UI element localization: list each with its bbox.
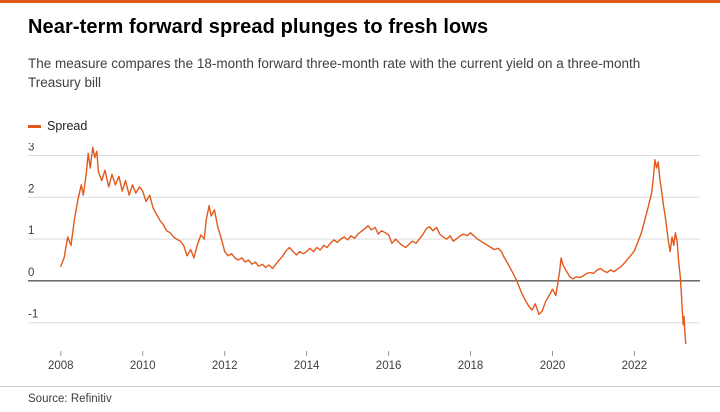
chart-subtitle: The measure compares the 18-month forwar… bbox=[28, 56, 641, 91]
svg-text:0: 0 bbox=[28, 267, 34, 279]
spread-line-chart: -1 0 1 2 3 2008 2010 2012 2014 2016 2018 2020 2022 bbox=[28, 143, 700, 372]
svg-text:2016: 2016 bbox=[376, 360, 402, 372]
svg-text:2020: 2020 bbox=[540, 360, 566, 372]
svg-text:2: 2 bbox=[28, 183, 34, 195]
svg-text:3: 3 bbox=[28, 143, 34, 154]
svg-text:2018: 2018 bbox=[458, 360, 484, 372]
source-note: Source: Refinitiv bbox=[28, 393, 112, 405]
svg-text:2022: 2022 bbox=[622, 360, 648, 372]
footer-divider bbox=[0, 386, 720, 387]
svg-text:2014: 2014 bbox=[294, 360, 320, 372]
legend-label: Spread bbox=[47, 119, 88, 133]
legend: Spread bbox=[28, 119, 87, 133]
svg-text:2008: 2008 bbox=[48, 360, 74, 372]
page-title: Near-term forward spread plunges to fres… bbox=[28, 16, 489, 38]
svg-text:1: 1 bbox=[28, 225, 34, 237]
svg-text:2010: 2010 bbox=[130, 360, 156, 372]
svg-text:2012: 2012 bbox=[212, 360, 238, 372]
svg-text:-1: -1 bbox=[28, 309, 38, 321]
legend-line-swatch bbox=[28, 124, 41, 128]
